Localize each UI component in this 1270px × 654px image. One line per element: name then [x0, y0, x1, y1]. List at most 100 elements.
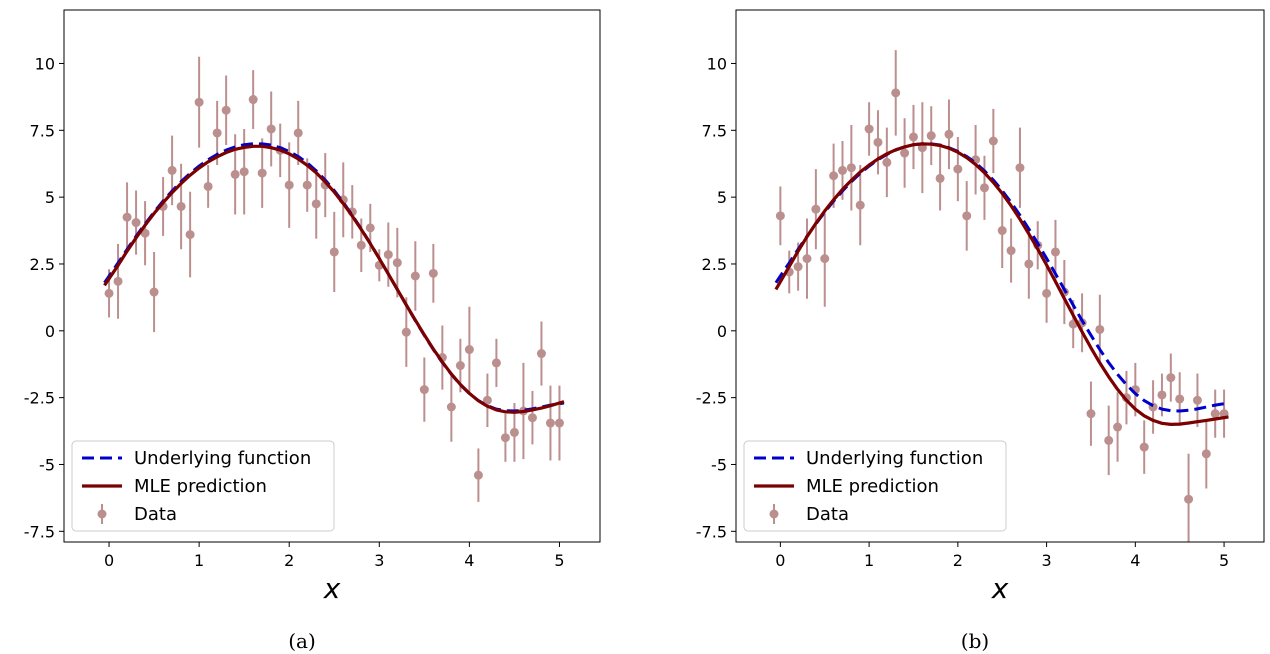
x-tick-label: 1	[194, 551, 204, 570]
y-tick-label: 2.5	[702, 255, 727, 274]
data-point	[482, 395, 492, 405]
data-point	[293, 128, 303, 138]
data-point	[239, 167, 249, 177]
data-point	[113, 276, 123, 286]
data-point	[464, 345, 474, 355]
data-point	[104, 288, 114, 298]
data-point	[1201, 449, 1211, 459]
y-tick-label: 0	[717, 322, 727, 341]
data-point	[1050, 247, 1060, 257]
data-point	[953, 164, 963, 174]
data-point	[176, 201, 186, 211]
data-point	[473, 470, 483, 480]
data-point	[311, 199, 321, 209]
data-point	[829, 171, 839, 181]
data-point	[775, 211, 785, 221]
legend-box	[71, 440, 335, 532]
data-point	[329, 247, 339, 257]
legend-entry: MLE prediction	[134, 476, 267, 497]
data-point	[1166, 373, 1176, 383]
data-point	[554, 418, 564, 428]
x-tick-label: 4	[1130, 551, 1140, 570]
data-point	[284, 180, 294, 190]
data-point	[837, 165, 847, 175]
data-point	[1024, 259, 1034, 269]
y-tick-label: 0	[45, 322, 55, 341]
data-point	[962, 211, 972, 221]
data-point	[383, 250, 393, 260]
data-point	[401, 327, 411, 337]
data-point	[194, 97, 204, 107]
data-point	[811, 204, 821, 214]
legend-entry: Underlying function	[806, 448, 983, 469]
data-point	[122, 212, 132, 222]
data-point	[926, 131, 936, 141]
x-tick-label: 3	[374, 551, 384, 570]
legend-entry: Data	[134, 504, 177, 525]
data-point	[900, 148, 910, 158]
plot-area	[774, 50, 1229, 542]
x-tick-label: 0	[775, 551, 785, 570]
mle-prediction-line	[103, 144, 565, 414]
data-point	[944, 129, 954, 139]
y-tick-label: 5	[45, 188, 55, 207]
x-tick-label: 4	[464, 551, 474, 570]
axes-frame	[63, 9, 601, 543]
data-point	[1157, 390, 1167, 400]
x-tick-label: 1	[864, 551, 874, 570]
data-point	[410, 271, 420, 281]
data-point	[802, 254, 812, 264]
data-point	[419, 385, 429, 395]
data-point	[1139, 442, 1149, 452]
data-point	[882, 157, 892, 167]
y-tick-label: -7.5	[24, 522, 55, 541]
data-point	[446, 402, 456, 412]
x-tick-label: 3	[1041, 551, 1051, 570]
y-tick-label: 10	[35, 54, 55, 73]
data-point	[1184, 494, 1194, 504]
data-point	[302, 180, 312, 190]
y-tick-label: -5	[711, 455, 727, 474]
x-tick-label: 2	[953, 551, 963, 570]
data-point	[988, 136, 998, 146]
data-point	[392, 258, 402, 268]
legend-entry: Data	[806, 504, 849, 525]
data-point	[203, 181, 213, 191]
data-point	[428, 268, 438, 278]
x-tick-label: 5	[554, 551, 564, 570]
data-point	[230, 169, 240, 179]
panel-a: 0 1 2 3 4 5 -7.5 -5 -2.5 0 2.5 5 7.5 10 x (a) Underlying…	[24, 9, 601, 653]
x-tick-label: 2	[284, 551, 294, 570]
data-point	[527, 413, 537, 423]
data-point	[536, 349, 546, 359]
y-tick-label: 2.5	[30, 255, 55, 274]
axes-frame	[735, 9, 1265, 543]
data-point	[545, 418, 555, 428]
panel-caption: (b)	[961, 629, 989, 653]
data-point	[873, 137, 883, 147]
y-tick-label: 5	[717, 188, 727, 207]
data-point	[864, 124, 874, 134]
panel-caption: (a)	[288, 629, 316, 653]
data-point	[356, 240, 366, 250]
data-point	[997, 226, 1007, 236]
data-point	[820, 254, 830, 264]
panel-b: 0 1 2 3 4 5 -7.5 -5 -2.5 0 2.5 5 7.5 10 x(b) Underlying…	[696, 9, 1265, 653]
x-tick-label: 5	[1219, 551, 1229, 570]
legend: Underlying function MLE prediction Data	[743, 440, 1007, 532]
data-point	[1104, 435, 1114, 445]
legend-data-marker	[769, 509, 779, 519]
data-point	[167, 165, 177, 175]
data-point	[979, 183, 989, 193]
mle-prediction-line	[774, 142, 1229, 426]
data-point	[935, 173, 945, 183]
legend-data-marker	[97, 509, 107, 519]
legend: Underlying function MLE prediction Data	[71, 440, 335, 532]
y-tick-label: 7.5	[30, 121, 55, 140]
data-point	[149, 287, 159, 297]
x-tick-label: 0	[104, 551, 114, 570]
underlying-function-line	[774, 142, 1229, 413]
data-point	[491, 358, 501, 368]
data-point	[1175, 394, 1185, 404]
data-point	[500, 433, 510, 443]
